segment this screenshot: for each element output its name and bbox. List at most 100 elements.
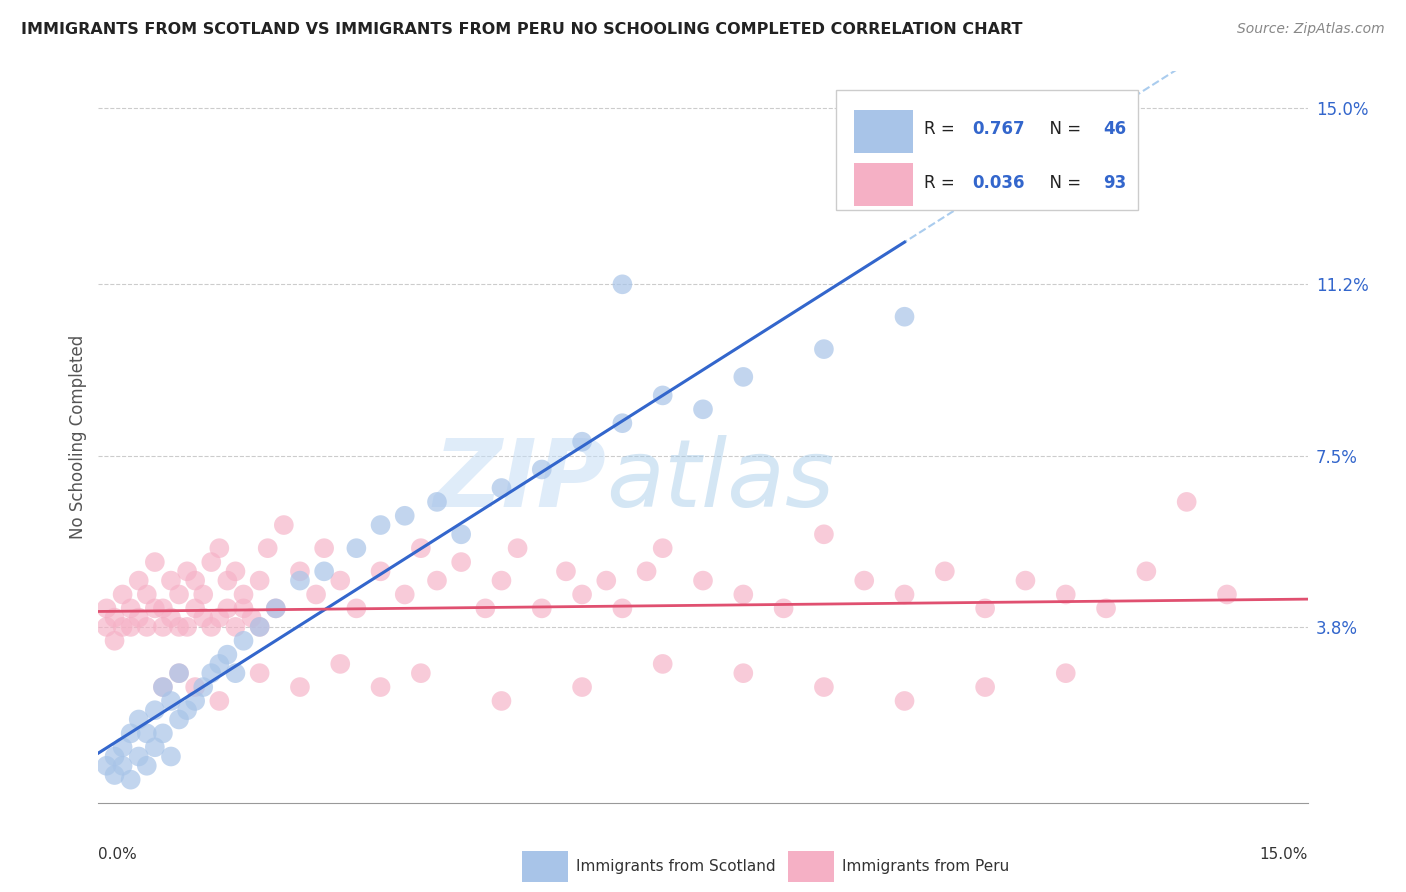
Point — [103, 768, 125, 782]
Point — [305, 587, 328, 601]
Point — [1135, 565, 1157, 579]
FancyBboxPatch shape — [855, 110, 914, 153]
Bar — [787, 851, 834, 882]
Point — [813, 680, 835, 694]
Point — [200, 555, 222, 569]
Point — [733, 587, 755, 601]
Point — [1054, 587, 1077, 601]
Point — [530, 462, 553, 476]
Point — [103, 749, 125, 764]
Point — [135, 726, 157, 740]
Point — [249, 620, 271, 634]
Point — [329, 574, 352, 588]
Point — [651, 541, 673, 556]
Point — [692, 402, 714, 417]
Text: 93: 93 — [1104, 174, 1126, 192]
Point — [1095, 601, 1118, 615]
Point — [273, 518, 295, 533]
Point — [249, 620, 271, 634]
Text: N =: N = — [1039, 174, 1087, 192]
Point — [217, 648, 239, 662]
Text: 0.036: 0.036 — [973, 174, 1025, 192]
Point — [176, 565, 198, 579]
Point — [264, 601, 287, 615]
Point — [450, 555, 472, 569]
Point — [143, 703, 166, 717]
Point — [217, 601, 239, 615]
Text: 0.767: 0.767 — [973, 120, 1025, 138]
Point — [111, 740, 134, 755]
FancyBboxPatch shape — [855, 163, 914, 206]
Text: R =: R = — [924, 174, 960, 192]
Point — [184, 574, 207, 588]
Point — [232, 587, 254, 601]
Text: 15.0%: 15.0% — [1260, 847, 1308, 862]
Point — [394, 508, 416, 523]
Point — [491, 574, 513, 588]
Point — [288, 574, 311, 588]
Point — [370, 518, 392, 533]
Point — [176, 703, 198, 717]
Point — [409, 541, 432, 556]
Point — [152, 680, 174, 694]
Point — [200, 666, 222, 681]
Point — [111, 758, 134, 772]
Point — [1054, 666, 1077, 681]
Point — [733, 666, 755, 681]
Point — [772, 601, 794, 615]
Text: IMMIGRANTS FROM SCOTLAND VS IMMIGRANTS FROM PERU NO SCHOOLING COMPLETED CORRELAT: IMMIGRANTS FROM SCOTLAND VS IMMIGRANTS F… — [21, 22, 1022, 37]
Point — [249, 574, 271, 588]
Point — [128, 610, 150, 624]
Point — [450, 527, 472, 541]
Point — [344, 601, 367, 615]
Point — [571, 587, 593, 601]
Point — [120, 772, 142, 787]
Point — [111, 620, 134, 634]
Text: R =: R = — [924, 120, 960, 138]
Point — [160, 694, 183, 708]
Point — [143, 555, 166, 569]
Point — [329, 657, 352, 671]
Point — [474, 601, 496, 615]
Point — [893, 587, 915, 601]
Point — [184, 601, 207, 615]
Point — [160, 749, 183, 764]
Point — [813, 527, 835, 541]
Point — [893, 694, 915, 708]
Point — [224, 565, 246, 579]
Point — [612, 601, 634, 615]
Point — [224, 620, 246, 634]
Point — [256, 541, 278, 556]
Point — [193, 610, 215, 624]
Text: Immigrants from Peru: Immigrants from Peru — [842, 859, 1010, 874]
Point — [491, 694, 513, 708]
Text: 46: 46 — [1104, 120, 1126, 138]
Point — [249, 666, 271, 681]
Point — [193, 680, 215, 694]
Point — [135, 587, 157, 601]
Point — [160, 574, 183, 588]
Point — [135, 620, 157, 634]
Point — [530, 601, 553, 615]
Point — [120, 601, 142, 615]
Point — [167, 666, 190, 681]
Point — [288, 565, 311, 579]
Point — [314, 541, 336, 556]
Point — [167, 620, 190, 634]
Point — [128, 713, 150, 727]
Point — [152, 620, 174, 634]
Point — [128, 749, 150, 764]
Point — [96, 758, 118, 772]
Point — [208, 610, 231, 624]
Point — [426, 495, 449, 509]
Text: 0.0%: 0.0% — [98, 847, 138, 862]
Point — [733, 370, 755, 384]
Point — [167, 587, 190, 601]
Point — [612, 277, 634, 292]
Point — [409, 666, 432, 681]
Y-axis label: No Schooling Completed: No Schooling Completed — [69, 335, 87, 539]
Point — [96, 601, 118, 615]
Point — [103, 610, 125, 624]
Text: N =: N = — [1039, 120, 1087, 138]
Text: atlas: atlas — [606, 435, 835, 526]
